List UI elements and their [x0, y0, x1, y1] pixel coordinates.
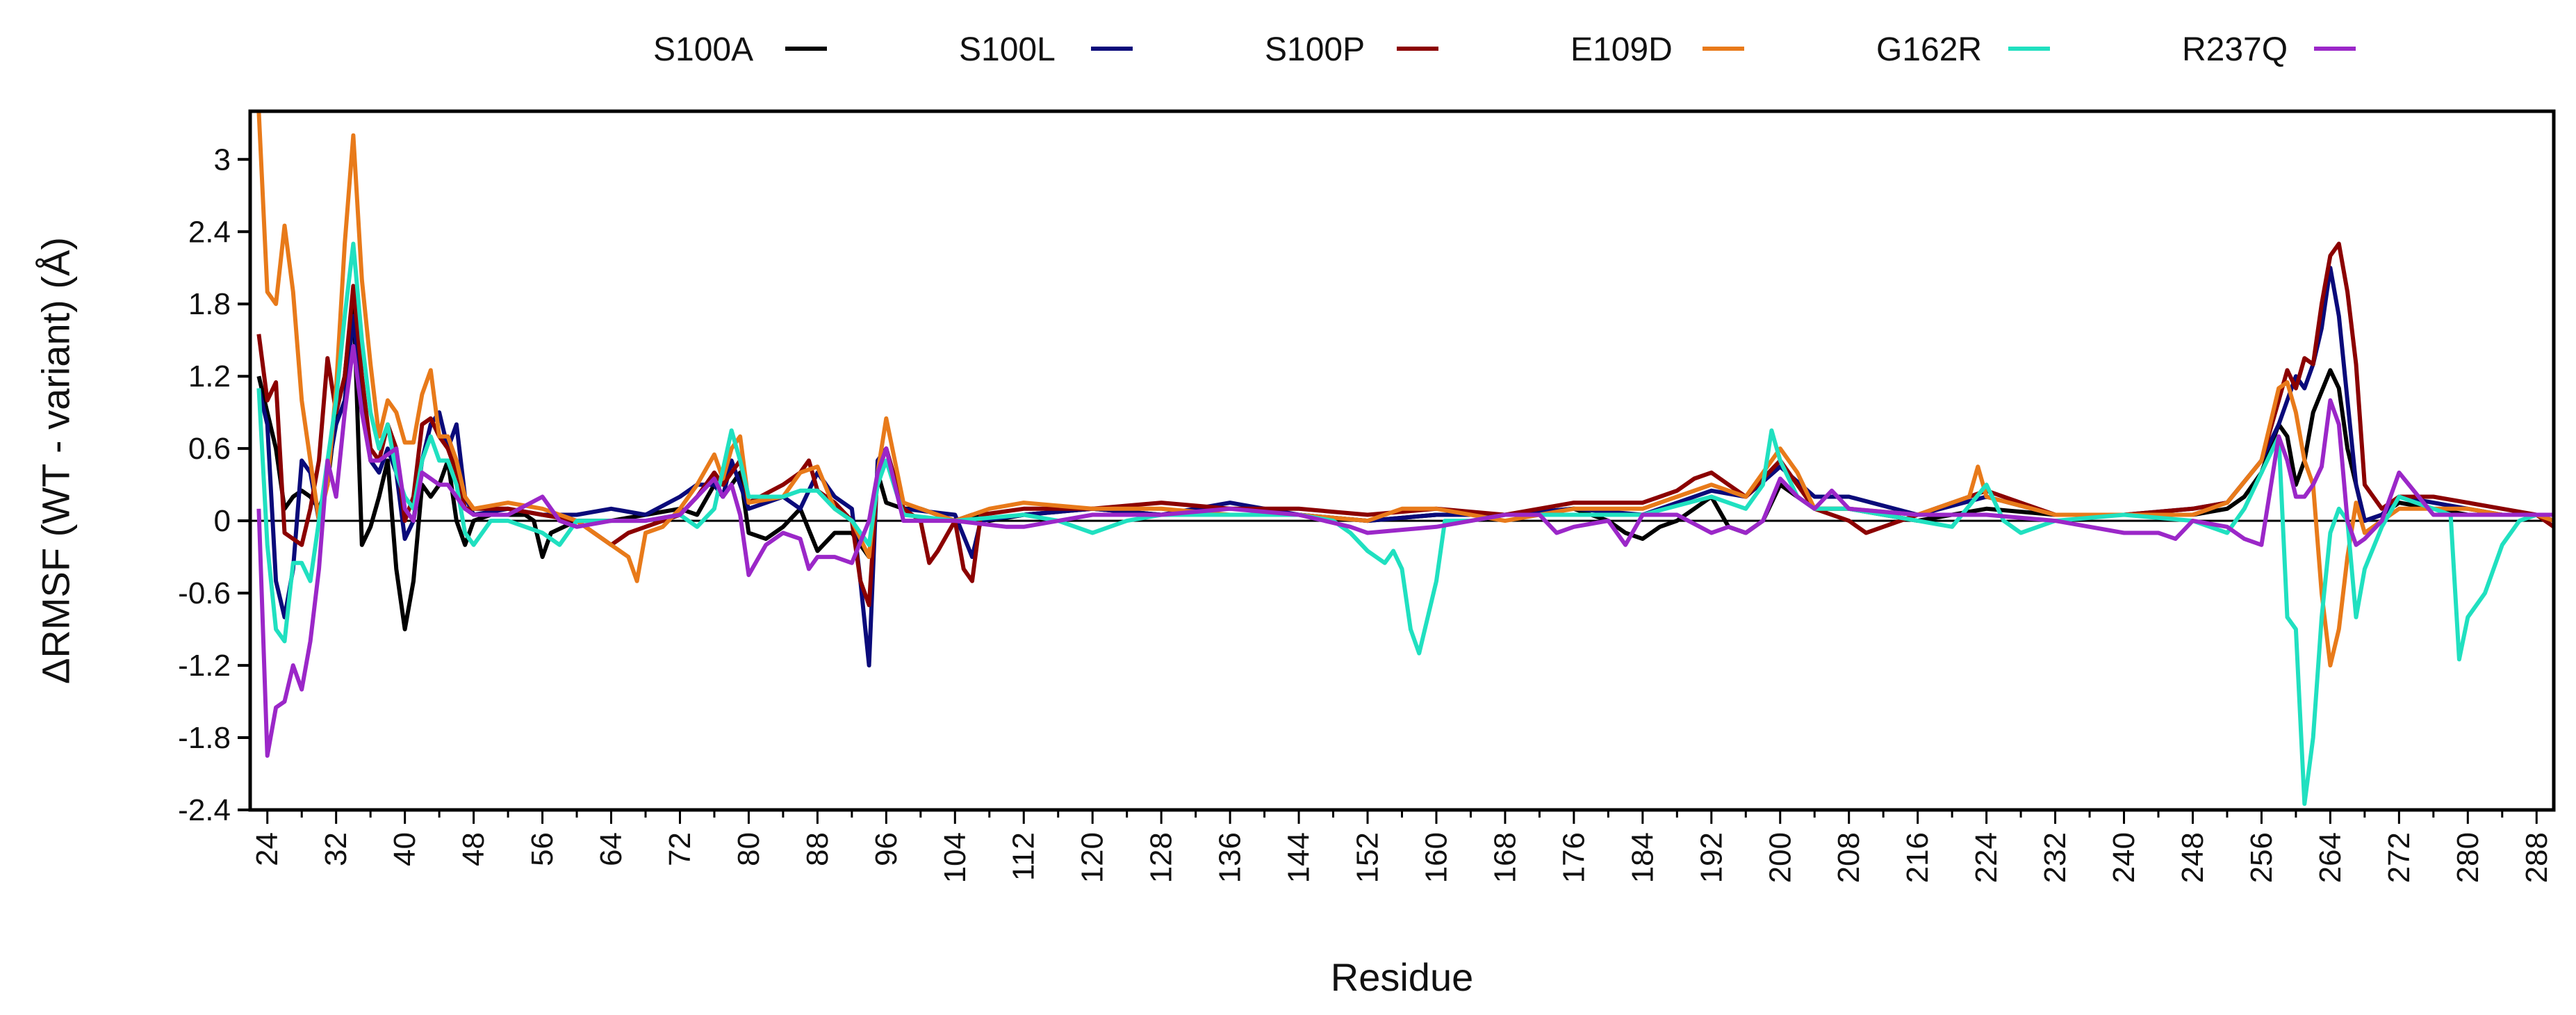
- x-tick-label: 264: [2313, 832, 2347, 883]
- y-tick-label: 0: [214, 504, 231, 538]
- x-tick-label: 40: [388, 832, 422, 866]
- legend-label-s100p: S100P: [1265, 31, 1365, 68]
- legend-label-s100l: S100L: [959, 31, 1056, 68]
- x-tick-label: 152: [1351, 832, 1385, 883]
- x-tick-label: 176: [1557, 832, 1591, 883]
- x-tick-label: 56: [525, 832, 559, 866]
- y-tick-label: 1.8: [188, 287, 231, 321]
- x-tick-label: 160: [1419, 832, 1453, 883]
- x-tick-label: 128: [1145, 832, 1179, 883]
- y-axis: -2.4 -1.8 -1.2 -0.6 0 0.6 1.2 1.8 2.4 3: [178, 143, 250, 827]
- x-tick-label: 88: [801, 832, 835, 866]
- legend-label-g162r: G162R: [1876, 31, 1982, 68]
- series-lines: [256, 111, 2554, 806]
- x-tick-label: 224: [1969, 832, 2003, 883]
- series-line-r237q: [256, 343, 2554, 758]
- x-tick-label: 216: [1901, 832, 1935, 883]
- series-line-s100a: [256, 289, 2554, 632]
- x-tick-label: 240: [2107, 832, 2141, 883]
- x-tick-label: 24: [250, 832, 284, 866]
- x-tick-label: 200: [1763, 832, 1797, 883]
- y-tick-label: -2.4: [178, 793, 231, 827]
- x-tick-label: 168: [1488, 832, 1522, 883]
- series-line-e109d: [256, 111, 2554, 668]
- x-tick-label: 48: [457, 832, 491, 866]
- x-tick-label: 272: [2382, 832, 2416, 883]
- y-tick-label: -0.6: [178, 576, 231, 610]
- x-tick-label: 192: [1694, 832, 1728, 883]
- x-tick-label: 144: [1282, 832, 1316, 883]
- x-tick-label: 208: [1832, 832, 1866, 883]
- x-tick-label: 96: [869, 832, 903, 866]
- plot-frame: [248, 109, 2556, 812]
- legend-label-r237q: R237Q: [2182, 31, 2288, 68]
- y-tick-label: 3: [214, 143, 231, 177]
- legend-label-s100a: S100A: [653, 31, 753, 68]
- x-tick-label: 256: [2245, 832, 2279, 883]
- x-axis-title: Residue: [1331, 955, 1473, 999]
- y-tick-label: -1.8: [178, 721, 231, 755]
- y-tick-label: 2.4: [188, 215, 231, 249]
- x-tick-label: 72: [663, 832, 697, 866]
- x-tick-label: 32: [319, 832, 353, 866]
- y-tick-label: 1.2: [188, 359, 231, 393]
- x-tick-label: 184: [1625, 832, 1659, 883]
- x-tick-label: 112: [1007, 832, 1041, 881]
- x-tick-label: 80: [732, 832, 766, 866]
- x-tick-label: 232: [2038, 832, 2072, 883]
- series-line-s100p: [256, 241, 2554, 608]
- x-axis: 24 32 40 48 56 64 72 80 88 96 104 112 120 128 136 144 15…: [250, 810, 2554, 883]
- y-axis-title: ΔRMSF (WT - variant) (Å): [34, 237, 78, 684]
- x-tick-label: 120: [1076, 832, 1110, 883]
- legend: S100A S100L S100P E109D G162R R237Q: [653, 31, 2356, 68]
- x-tick-label: 248: [2176, 832, 2210, 883]
- legend-label-e109d: E109D: [1570, 31, 1673, 68]
- x-tick-label: 288: [2520, 832, 2554, 883]
- y-tick-label: 0.6: [188, 432, 231, 466]
- x-tick-label: 64: [594, 832, 628, 866]
- x-tick-label: 280: [2451, 832, 2485, 883]
- x-tick-label: 104: [938, 832, 972, 883]
- y-tick-label: -1.2: [178, 649, 231, 683]
- x-tick-label: 136: [1213, 832, 1247, 883]
